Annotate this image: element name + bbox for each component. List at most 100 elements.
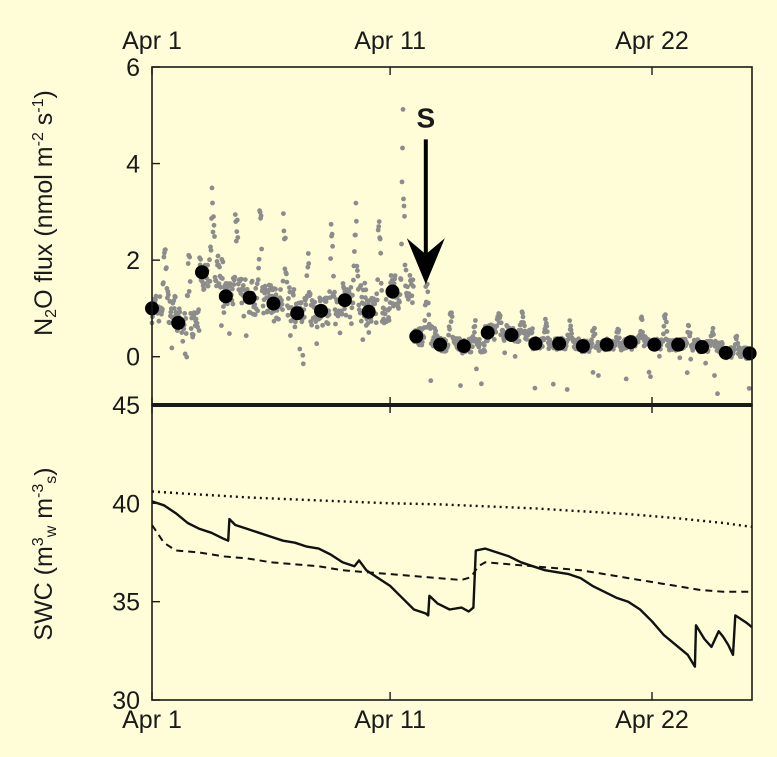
raw-flux-point	[657, 353, 662, 359]
raw-flux-point	[664, 329, 670, 334]
raw-flux-point	[205, 283, 211, 289]
raw-flux-point	[238, 276, 244, 282]
raw-flux-point	[352, 249, 357, 254]
daily-mean-point	[218, 289, 233, 304]
raw-flux-point	[244, 286, 250, 292]
daily-mean-point	[385, 284, 400, 299]
raw-flux-point	[363, 287, 369, 293]
raw-flux-point	[217, 264, 222, 270]
raw-flux-point	[241, 313, 247, 319]
swc-line-solid	[151, 500, 753, 668]
raw-flux-point	[501, 338, 507, 343]
raw-flux-point	[502, 350, 508, 356]
daily-mean-point	[337, 293, 352, 308]
raw-flux-point	[426, 312, 432, 318]
x-tick-label-top: Apr 22	[615, 27, 689, 55]
raw-flux-point	[307, 291, 313, 297]
raw-flux-point	[715, 391, 720, 397]
raw-flux-point	[255, 308, 261, 314]
raw-flux-point	[402, 262, 408, 268]
raw-flux-point	[474, 366, 479, 372]
x-tick-label-bottom: Apr 11	[354, 706, 426, 734]
raw-flux-point	[569, 331, 574, 336]
raw-flux-point	[401, 203, 407, 209]
raw-flux-point	[662, 315, 668, 321]
daily-mean-point	[409, 329, 424, 344]
raw-flux-point	[382, 311, 388, 317]
raw-flux-point	[359, 294, 365, 300]
raw-flux-point	[405, 284, 410, 290]
raw-flux-point	[479, 381, 484, 387]
raw-flux-point	[332, 289, 337, 295]
raw-flux-point	[249, 278, 255, 284]
raw-flux-point	[360, 337, 366, 343]
raw-flux-point	[171, 298, 177, 303]
raw-flux-point	[325, 321, 331, 327]
raw-flux-point	[309, 322, 315, 328]
raw-flux-point	[518, 327, 524, 333]
raw-flux-point	[327, 289, 332, 294]
raw-flux-point	[388, 273, 394, 278]
raw-flux-point	[661, 331, 666, 337]
raw-flux-point	[243, 333, 249, 339]
raw-flux-point	[160, 306, 165, 312]
raw-flux-point	[734, 333, 740, 339]
raw-flux-point	[711, 332, 716, 337]
raw-flux-point	[648, 374, 653, 380]
raw-flux-point	[211, 222, 217, 228]
daily-mean-point	[242, 290, 257, 305]
daily-mean-point	[480, 325, 495, 340]
raw-flux-point	[179, 330, 185, 335]
raw-flux-point	[305, 251, 311, 256]
raw-flux-point	[410, 300, 415, 306]
raw-flux-point	[273, 286, 278, 292]
raw-flux-point	[287, 285, 292, 290]
raw-flux-point	[616, 335, 622, 341]
raw-flux-point	[422, 318, 428, 323]
raw-flux-point	[470, 344, 475, 350]
daily-mean-point	[314, 303, 329, 318]
raw-flux-point	[494, 323, 500, 329]
raw-flux-point	[216, 281, 222, 286]
raw-flux-point	[331, 273, 336, 279]
daily-mean-point	[266, 296, 281, 311]
bottom-plot-frame	[151, 404, 753, 701]
raw-flux-point	[400, 145, 405, 151]
raw-flux-point	[491, 337, 497, 342]
raw-flux-point	[312, 299, 318, 305]
raw-flux-point	[386, 317, 392, 323]
raw-flux-point	[400, 107, 406, 112]
raw-flux-point	[215, 253, 221, 259]
raw-flux-point	[259, 246, 264, 252]
raw-flux-point	[343, 312, 349, 318]
daily-mean-point	[195, 265, 209, 280]
raw-flux-point	[153, 293, 159, 299]
raw-flux-point	[182, 311, 188, 316]
raw-flux-point	[543, 316, 548, 322]
raw-flux-point	[732, 347, 738, 352]
raw-flux-point	[288, 333, 293, 338]
raw-flux-point	[354, 218, 359, 224]
raw-flux-point	[376, 219, 382, 225]
raw-flux-point	[208, 247, 214, 253]
raw-flux-point	[337, 330, 343, 336]
raw-flux-point	[746, 386, 752, 391]
raw-flux-point	[368, 319, 374, 324]
raw-flux-point	[374, 297, 380, 303]
raw-flux-point	[399, 179, 405, 185]
raw-flux-point	[291, 292, 296, 298]
raw-flux-point	[171, 306, 177, 311]
raw-flux-point	[185, 293, 191, 299]
raw-flux-point	[396, 306, 401, 311]
event-label: S	[416, 102, 435, 133]
bottom-panel: 30 35 40 45 Apr 1 Apr 11 Apr 22 SWC (m3w m-3s)	[30, 392, 753, 734]
raw-flux-point	[183, 316, 189, 321]
daily-mean-point	[599, 337, 614, 352]
raw-flux-point	[499, 332, 505, 338]
raw-flux-point	[447, 326, 452, 332]
top-y-axis-label: N2O flux (nmol m-2 s-1)	[30, 90, 60, 336]
raw-flux-point	[564, 387, 570, 392]
raw-flux-point	[736, 345, 742, 350]
raw-flux-point	[686, 323, 692, 329]
